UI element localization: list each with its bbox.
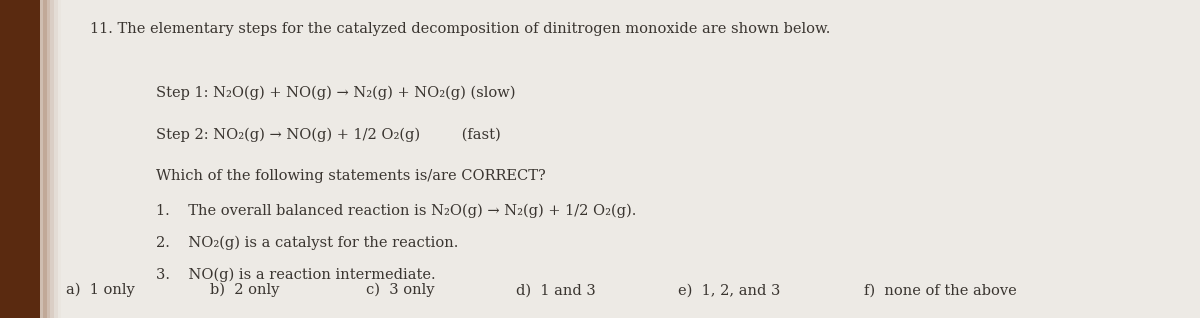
FancyBboxPatch shape (43, 0, 50, 318)
FancyBboxPatch shape (47, 0, 54, 318)
Text: Which of the following statements is/are CORRECT?: Which of the following statements is/are… (156, 169, 546, 183)
FancyBboxPatch shape (0, 0, 40, 318)
Text: Step 2: NO₂(g) → NO(g) + 1/2 O₂(g)         (fast): Step 2: NO₂(g) → NO(g) + 1/2 O₂(g) (fast… (156, 127, 500, 142)
Text: 1.    The overall balanced reaction is N₂O(g) → N₂(g) + 1/2 O₂(g).: 1. The overall balanced reaction is N₂O(… (156, 204, 636, 218)
Text: b)  2 only: b) 2 only (210, 283, 280, 297)
Text: a)  1 only: a) 1 only (66, 283, 134, 297)
Text: d)  1 and 3: d) 1 and 3 (516, 283, 595, 297)
FancyBboxPatch shape (50, 0, 58, 318)
Text: 3.    NO(g) is a reaction intermediate.: 3. NO(g) is a reaction intermediate. (156, 267, 436, 281)
Text: Step 1: N₂O(g) + NO(g) → N₂(g) + NO₂(g) (slow): Step 1: N₂O(g) + NO(g) → N₂(g) + NO₂(g) … (156, 86, 516, 100)
Text: 2.    NO₂(g) is a catalyst for the reaction.: 2. NO₂(g) is a catalyst for the reaction… (156, 235, 458, 250)
FancyBboxPatch shape (40, 0, 47, 318)
Text: f)  none of the above: f) none of the above (864, 283, 1016, 297)
Text: c)  3 only: c) 3 only (366, 283, 434, 297)
Text: e)  1, 2, and 3: e) 1, 2, and 3 (678, 283, 780, 297)
Text: 11. The elementary steps for the catalyzed decomposition of dinitrogen monoxide : 11. The elementary steps for the catalyz… (90, 22, 830, 36)
